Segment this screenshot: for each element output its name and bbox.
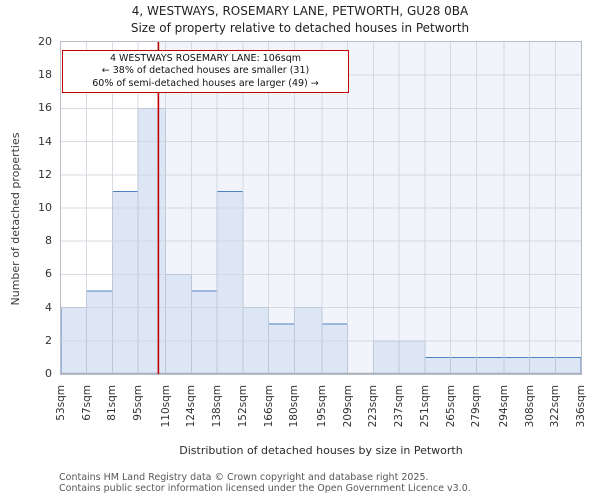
histogram-bar (321, 323, 349, 374)
annotation-line-2: ← 38% of detached houses are smaller (31… (101, 65, 310, 77)
y-tick-label: 0 (45, 367, 52, 380)
histogram-bar (216, 190, 244, 374)
plot-area: 4 WESTWAYS ROSEMARY LANE: 106sqm ← 38% o… (60, 41, 582, 375)
x-tick-label: 124sqm (185, 385, 198, 428)
annotation-line-1: 4 WESTWAYS ROSEMARY LANE: 106sqm (109, 53, 302, 64)
x-tick-label: 294sqm (497, 385, 510, 428)
histogram-bar (111, 190, 139, 374)
x-tick-label: 322sqm (549, 385, 562, 428)
histogram-bar (398, 340, 426, 374)
x-tick-label: 336sqm (575, 385, 587, 428)
footer-line-2: Contains public sector information licen… (59, 483, 471, 494)
x-tick-label: 265sqm (444, 385, 457, 428)
y-tick-label: 2 (45, 333, 52, 347)
footer-attribution: Contains HM Land Registry data © Crown c… (59, 472, 471, 494)
histogram-bar (475, 356, 505, 374)
histogram-bar (424, 356, 452, 374)
histogram-bar (268, 323, 295, 374)
x-tick-label: 110sqm (159, 385, 172, 428)
histogram-bar (86, 290, 113, 374)
y-tick-label: 4 (45, 300, 52, 314)
x-tick-label: 209sqm (341, 385, 354, 428)
footer-line-1: Contains HM Land Registry data © Crown c… (59, 472, 429, 483)
y-tick-label: 20 (38, 35, 52, 48)
y-tick-label: 8 (45, 234, 52, 248)
chart-subtitle: Size of property relative to detached ho… (130, 21, 470, 35)
chart-title: 4, WESTWAYS, ROSEMARY LANE, PETWORTH, GU… (131, 4, 469, 18)
histogram-bar (503, 356, 531, 374)
histogram-bar (165, 273, 192, 374)
histogram-bar (554, 356, 581, 374)
histogram-bar (529, 356, 556, 374)
y-tick-label: 12 (38, 167, 52, 181)
annotation-box: 4 WESTWAYS ROSEMARY LANE: 106sqm ← 38% o… (62, 50, 349, 94)
x-tick-label: 180sqm (288, 385, 301, 428)
x-tick-label: 308sqm (523, 385, 536, 428)
histogram-plot (61, 42, 581, 374)
x-axis-title: Distribution of detached houses by size … (179, 444, 463, 457)
y-tick-label: 10 (38, 201, 52, 214)
x-tick-label: 195sqm (315, 385, 328, 428)
x-tick-label: 67sqm (80, 385, 93, 421)
x-tick-label: 279sqm (470, 385, 483, 428)
histogram-bar (450, 356, 477, 374)
y-tick-label: 16 (38, 101, 52, 115)
y-tick-label: 18 (38, 68, 52, 82)
histogram-bar (372, 340, 400, 374)
x-tick-label: 53sqm (55, 385, 67, 421)
x-tick-label: 166sqm (262, 385, 275, 428)
x-tick-label: 95sqm (132, 385, 145, 421)
x-tick-label: 251sqm (418, 385, 431, 428)
x-tick-label: 81sqm (106, 385, 119, 421)
y-tick-label: 14 (38, 134, 52, 148)
x-tick-label: 237sqm (393, 385, 406, 428)
annotation-line-3: 60% of semi-detached houses are larger (… (92, 77, 319, 89)
x-tick-label: 152sqm (236, 385, 249, 428)
x-tick-label: 138sqm (211, 385, 224, 428)
histogram-bar (190, 290, 218, 374)
y-tick-label: 6 (45, 267, 52, 281)
x-tick-label: 223sqm (367, 385, 380, 428)
